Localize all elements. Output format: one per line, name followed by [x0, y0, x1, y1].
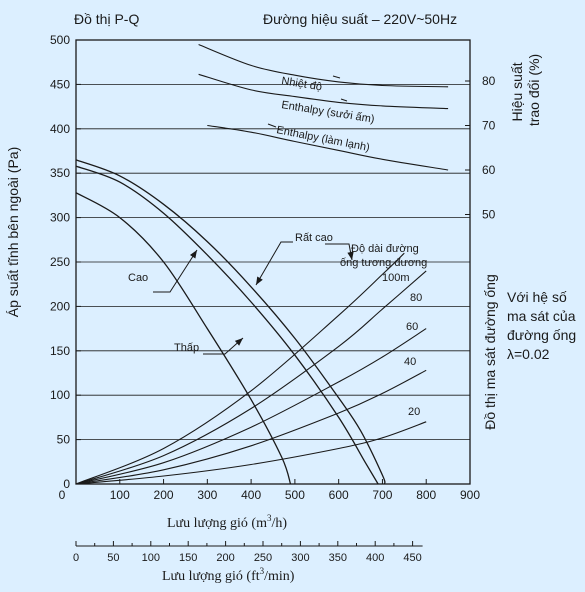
label-nhiet-do: Nhiệt độ	[281, 75, 323, 93]
efficiency-tick-label-60: 60	[482, 163, 496, 177]
x2-axis-title-part3: /min)	[264, 569, 295, 584]
y-axis-left-title: Áp suất tĩnh bên ngoài (Pa)	[5, 147, 21, 317]
label-duct-20: 20	[408, 406, 420, 418]
x-tick-label-100: 100	[110, 488, 130, 502]
x2-tick-label-250: 250	[254, 552, 272, 564]
x2-tick-label-100: 100	[142, 552, 160, 564]
x2-tick-label-450: 450	[403, 552, 421, 564]
efficiency-tick-label-50: 50	[482, 208, 496, 222]
duct-curve-100m	[75, 252, 405, 485]
efficiency-axis-title-line2: trao đổi (%)	[526, 54, 542, 126]
y-tick-label-500: 500	[50, 33, 70, 47]
x-tick-label-500: 500	[285, 488, 305, 502]
chart-title-left: Đồ thị P-Q	[74, 11, 139, 27]
duct-axis-title: Đồ thị ma sát đường ống	[482, 274, 498, 430]
y-tick-label-250: 250	[50, 255, 70, 269]
efficiency-axis-title-line1: Hiệu suất	[509, 62, 525, 121]
x-tick-label-200: 200	[154, 488, 174, 502]
side-note-line4: λ=0.02	[507, 346, 550, 362]
x2-tick-label-400: 400	[366, 552, 384, 564]
pq-curve-rat-cao	[75, 159, 386, 485]
x2-axis-title-part1: Lưu lượng gió (ft	[162, 569, 260, 584]
efficiency-curve-nhiet-do	[198, 43, 449, 88]
x2-tick-label-50: 50	[107, 552, 119, 564]
duct-curve-20	[75, 421, 427, 485]
x2-tick-label-200: 200	[216, 552, 234, 564]
side-note-line3: đường ống	[507, 327, 576, 343]
x2-tick-label-300: 300	[291, 552, 309, 564]
y-tick-label-0: 0	[63, 477, 70, 491]
cao-arrowhead	[189, 250, 197, 259]
y-tick-label-150: 150	[50, 344, 70, 358]
y-tick-label-400: 400	[50, 122, 70, 136]
x-tick-label-900: 900	[460, 488, 480, 502]
label-rat-cao: Rất cao	[295, 232, 333, 244]
rat-cao-leader	[255, 241, 293, 286]
y-tick-label-300: 300	[50, 211, 70, 225]
nhiet-do-leader	[332, 75, 341, 79]
duct-curve-80	[75, 270, 427, 485]
x-axis-title-part3: /h)	[271, 516, 287, 531]
x-axis-title-sup: 3	[267, 513, 272, 523]
label-duct-100: 100m	[382, 272, 410, 284]
thap-arrowhead	[234, 338, 243, 346]
label-duct-length-line2: ống tương đương	[340, 257, 427, 269]
pq-curve-thap	[75, 192, 292, 485]
pq-curve-cao	[75, 165, 379, 485]
cao-leader	[153, 249, 198, 293]
label-enthalpy-heating: Enthalpy (sưởi ấm)	[281, 99, 376, 126]
efficiency-axis-title: Hiệu suất trao đổi (%)	[509, 54, 542, 126]
y-tick-label-450: 450	[50, 77, 70, 91]
enthalpy-cooling-leader	[267, 123, 277, 128]
x-tick-label-700: 700	[372, 488, 392, 502]
rat-cao-arrowhead	[256, 276, 263, 285]
y-tick-label-200: 200	[50, 299, 70, 313]
x-tick-label-800: 800	[416, 488, 436, 502]
label-duct-length-line1: Độ dài đường	[351, 243, 419, 255]
side-note-line2: ma sát của	[507, 308, 576, 324]
x2-tick-label-150: 150	[179, 552, 197, 564]
x-tick-label-600: 600	[329, 488, 349, 502]
y-tick-label-100: 100	[50, 388, 70, 402]
x2-tick-label-0: 0	[73, 552, 79, 564]
x2-axis-title-sup: 3	[260, 566, 265, 576]
label-duct-60: 60	[406, 321, 418, 333]
efficiency-curve-enthalpy-lam-lanh	[207, 124, 449, 171]
x-axis-title: Lưu lượng gió (m3/h)	[167, 513, 287, 531]
y-tick-label-350: 350	[50, 166, 70, 180]
label-thap: Thấp	[174, 342, 199, 354]
x2-axis-title: Lưu lượng gió (ft3/min)	[162, 566, 295, 584]
duct-length-arrowhead	[347, 251, 354, 260]
side-note-line1: Với hệ số	[507, 289, 567, 305]
efficiency-tick-label-70: 70	[482, 119, 496, 133]
thap-leader	[203, 337, 244, 355]
duct-curve-60	[75, 328, 427, 485]
chart-title-right: Đường hiệu suất – 220V~50Hz	[263, 11, 457, 27]
y-tick-label-50: 50	[57, 433, 71, 447]
duct-curve-40	[75, 369, 427, 485]
x2-tick-label-350: 350	[329, 552, 347, 564]
x-tick-label-0: 0	[59, 488, 66, 502]
x-tick-label-400: 400	[241, 488, 261, 502]
label-duct-80: 80	[410, 292, 422, 304]
label-duct-40: 40	[404, 356, 416, 368]
efficiency-curve-enthalpy-suoi-am	[198, 73, 449, 110]
label-cao: Cao	[128, 272, 148, 284]
enthalpy-heating-leader	[340, 98, 348, 102]
side-note: Với hệ số ma sát của đường ống λ=0.02	[507, 289, 580, 362]
efficiency-tick-label-80: 80	[482, 74, 496, 88]
x-tick-label-300: 300	[197, 488, 217, 502]
x-axis-title-part1: Lưu lượng gió (m	[167, 516, 267, 531]
